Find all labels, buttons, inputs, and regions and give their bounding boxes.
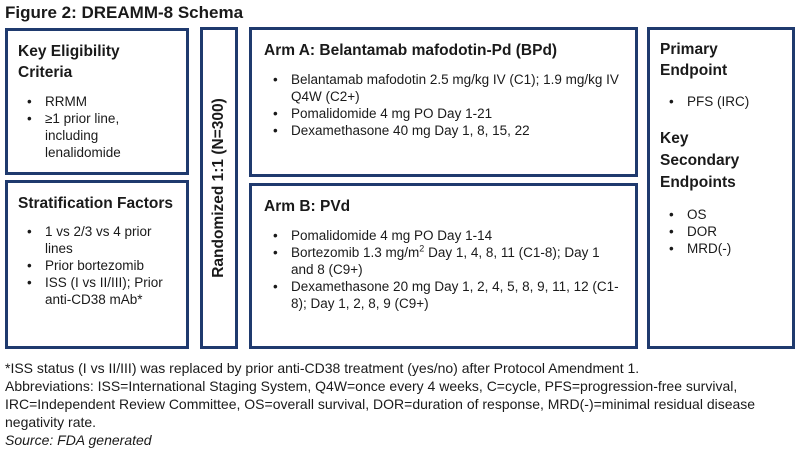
bortezomib-text-rest: Day 1, 4, 8, 11 (C1-8); Day 1 and 8 (C9+… <box>291 245 600 277</box>
figure-title: Figure 2: DREAMM-8 Schema <box>5 3 244 22</box>
stratification-item: ISS (I vs II/III); Prior anti-CD38 mAb* <box>18 274 176 308</box>
arm-a-item: Belantamab mafodotin 2.5 mg/kg IV (C1); … <box>264 71 625 105</box>
primary-endpoint-title: Primary Endpoint <box>660 41 728 79</box>
randomization-box: Randomized 1:1 (N=300) <box>200 27 238 349</box>
arm-a-item: Dexamethasone 40 mg Day 1, 8, 15, 22 <box>264 122 625 139</box>
primary-endpoint-item: PFS (IRC) <box>660 93 784 110</box>
stratification-title: Stratification Factors <box>18 195 174 212</box>
eligibility-title: Key Eligibility Criteria <box>18 43 120 81</box>
eligibility-item: RRMM <box>18 93 176 110</box>
footnote-source: Source: FDA generated <box>5 432 152 448</box>
randomization-label: Randomized 1:1 (N=300) <box>210 98 227 278</box>
arm-b-box: Arm B: PVd Pomalidomide 4 mg PO Day 1-14… <box>249 183 638 349</box>
arm-a-title: Arm A: Belantamab mafodotin-Pd (BPd) <box>264 42 558 59</box>
arm-b-title: Arm B: PVd <box>264 198 351 215</box>
secondary-endpoint-item: OS <box>660 206 784 223</box>
primary-endpoint-list: PFS (IRC) <box>660 93 784 110</box>
eligibility-list: RRMM ≥1 prior line, including lenalidomi… <box>18 93 176 161</box>
stratification-box: Stratification Factors 1 vs 2/3 vs 4 pri… <box>5 180 189 349</box>
secondary-endpoints-title: Key Secondary Endpoints <box>660 130 740 191</box>
stratification-list: 1 vs 2/3 vs 4 prior lines Prior bortezom… <box>18 223 176 308</box>
endpoints-box: Primary Endpoint PFS (IRC) Key Secondary… <box>647 27 795 349</box>
eligibility-item: ≥1 prior line, including lenalidomide <box>18 110 176 161</box>
arm-a-list: Belantamab mafodotin 2.5 mg/kg IV (C1); … <box>264 71 625 139</box>
footnotes: *ISS status (I vs II/III) was replaced b… <box>5 359 795 449</box>
bortezomib-text: Bortezomib 1.3 mg/m <box>291 245 420 260</box>
superscript: 2 <box>419 243 425 254</box>
secondary-endpoint-item: DOR <box>660 223 784 240</box>
stratification-item: 1 vs 2/3 vs 4 prior lines <box>18 223 176 257</box>
eligibility-box: Key Eligibility Criteria RRMM ≥1 prior l… <box>5 28 189 175</box>
secondary-endpoint-item: MRD(-) <box>660 240 784 257</box>
stratification-item: Prior bortezomib <box>18 257 176 274</box>
arm-a-item: Pomalidomide 4 mg PO Day 1-21 <box>264 105 625 122</box>
arm-a-box: Arm A: Belantamab mafodotin-Pd (BPd) Bel… <box>249 27 638 177</box>
arm-b-item-bortezomib: Bortezomib 1.3 mg/m2 Day 1, 4, 8, 11 (C1… <box>264 244 625 278</box>
arm-b-list: Pomalidomide 4 mg PO Day 1-14 Bortezomib… <box>264 227 625 312</box>
secondary-endpoints-list: OS DOR MRD(-) <box>660 206 784 257</box>
footnote-iss: *ISS status (I vs II/III) was replaced b… <box>5 360 640 376</box>
footnote-abbreviations: Abbreviations: ISS=International Staging… <box>5 378 756 430</box>
arm-b-item: Dexamethasone 20 mg Day 1, 2, 4, 5, 8, 9… <box>264 278 625 312</box>
arm-b-item: Pomalidomide 4 mg PO Day 1-14 <box>264 227 625 244</box>
